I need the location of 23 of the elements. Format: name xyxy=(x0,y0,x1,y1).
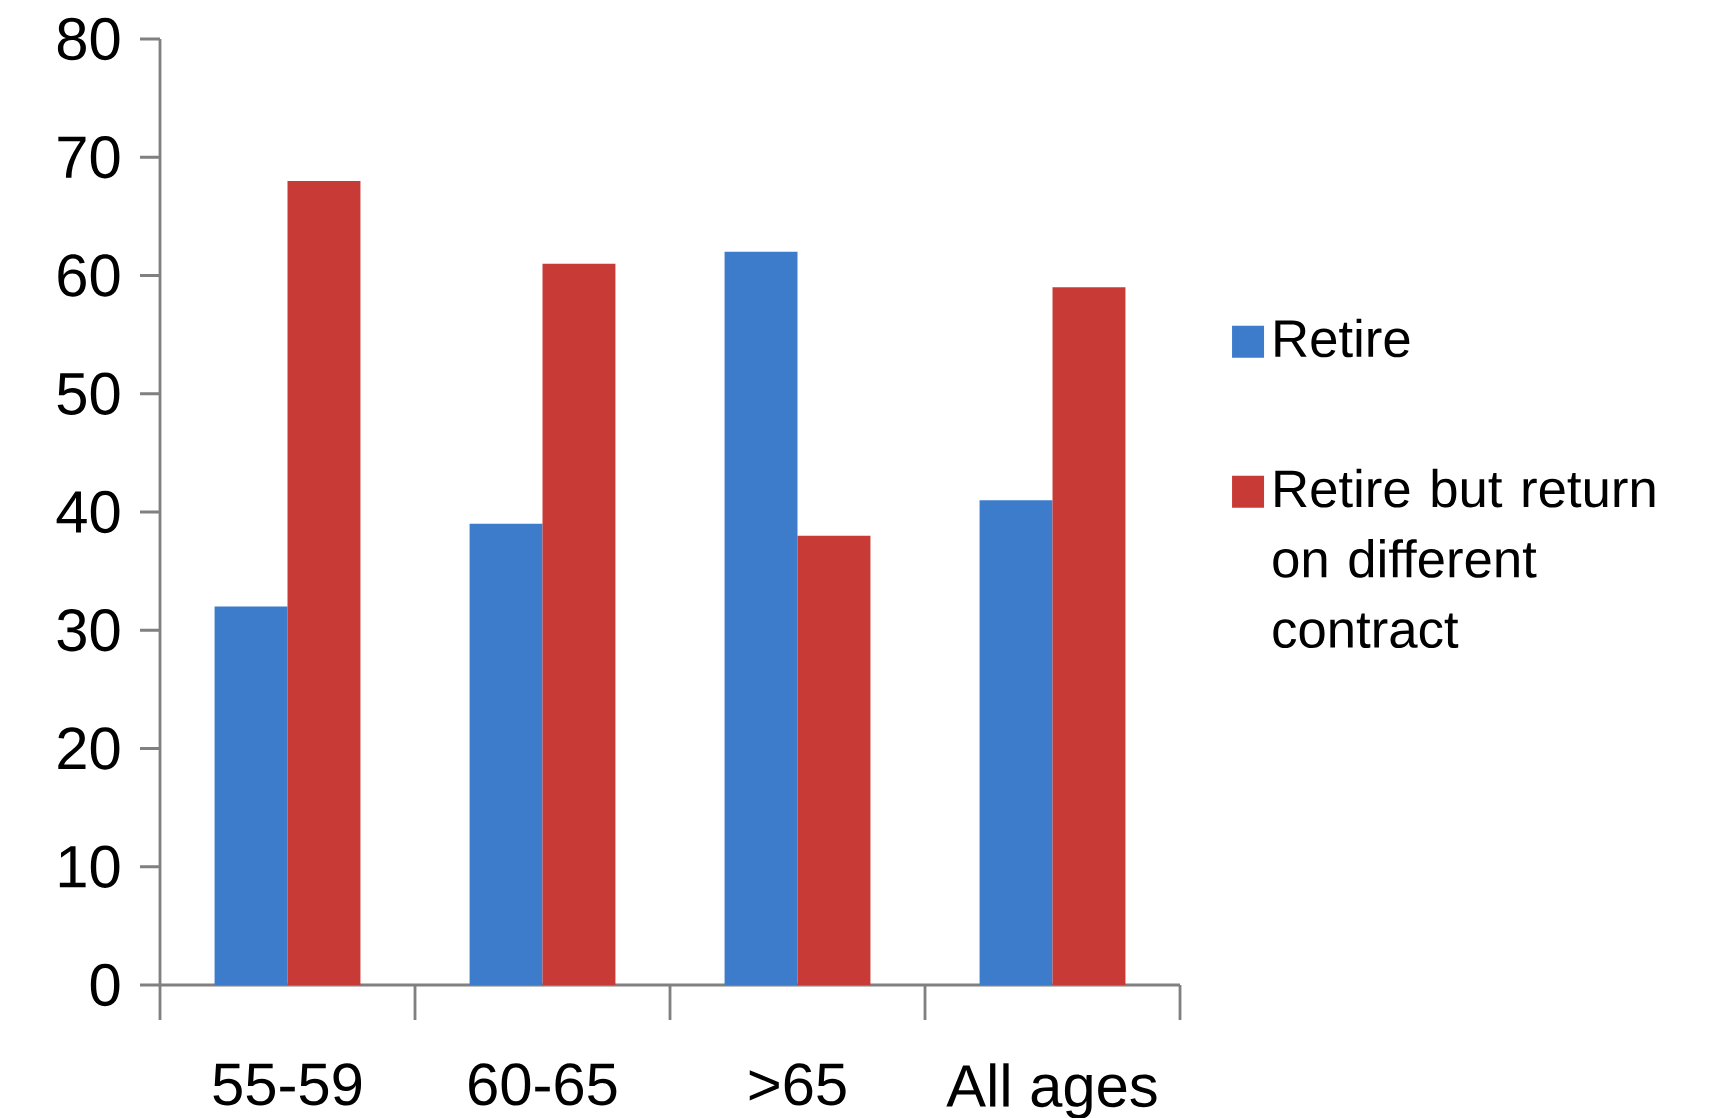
bar xyxy=(542,263,616,985)
legend-label: Retire xyxy=(1275,318,1410,358)
y-tick-label: 50 xyxy=(57,372,120,415)
legend-label: Retire but return on different contract xyxy=(1273,468,1655,649)
bar xyxy=(469,523,543,985)
x-tick-label: All ages xyxy=(946,1063,1157,1118)
bar xyxy=(797,535,871,985)
y-tick-label: 80 xyxy=(57,17,120,61)
bar xyxy=(287,180,361,985)
y-tick-label: 0 xyxy=(90,963,120,1007)
bar xyxy=(214,606,288,985)
x-tick-label: 60-65 xyxy=(469,1063,617,1106)
y-tick-label: 60 xyxy=(58,254,120,297)
y-tick-label: 10 xyxy=(59,845,120,888)
bar xyxy=(1052,287,1126,985)
x-tick-label: 55-59 xyxy=(213,1063,362,1106)
y-tick-label: 20 xyxy=(58,727,120,770)
y-tick-label: 30 xyxy=(57,609,120,652)
bar xyxy=(979,500,1053,985)
x-tick-label: >65 xyxy=(749,1063,846,1106)
y-tick-label: 70 xyxy=(58,136,120,179)
y-tick-label: 40 xyxy=(56,490,120,534)
bar xyxy=(724,251,798,985)
